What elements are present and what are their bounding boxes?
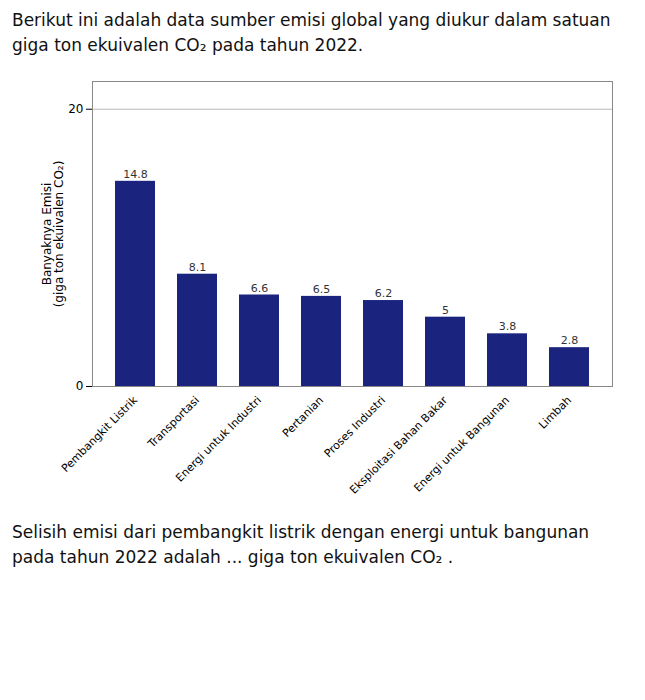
svg-text:Energi untuk Bangunan: Energi untuk Bangunan bbox=[411, 394, 512, 495]
svg-text:8.1: 8.1 bbox=[189, 261, 207, 274]
svg-text:2.8: 2.8 bbox=[561, 334, 579, 347]
html-text:Berikut ini adalah data sumber: Berikut ini adalah data sumber emisi glo… bbox=[12, 10, 611, 55]
svg-text:0: 0 bbox=[76, 380, 84, 394]
svg-text:Energi untuk Industri: Energi untuk Industri bbox=[173, 394, 264, 485]
svg-text:Pembangkit Listrik: Pembangkit Listrik bbox=[59, 394, 141, 476]
svg-text:14.8: 14.8 bbox=[123, 168, 148, 181]
svg-text:3.8: 3.8 bbox=[499, 321, 517, 334]
svg-text:5: 5 bbox=[442, 304, 449, 317]
html-text:Selisih emisi dari pembangkit: Selisih emisi dari pembangkit listrik de… bbox=[12, 522, 590, 567]
svg-text:Limbah: Limbah bbox=[536, 394, 574, 432]
svg-text:Eksploitasi Bahan Bakar: Eksploitasi Bahan Bakar bbox=[347, 394, 450, 497]
svg-text:20: 20 bbox=[68, 102, 83, 116]
svg-text:6.2: 6.2 bbox=[375, 287, 393, 300]
svg-text:Transportasi: Transportasi bbox=[145, 394, 202, 451]
svg-text:6.6: 6.6 bbox=[251, 282, 269, 295]
svg-text:Banyaknya Emisi(giga ton ekuiv: Banyaknya Emisi(giga ton ekuivalen CO₂) bbox=[40, 161, 66, 308]
svg-text:6.5: 6.5 bbox=[313, 283, 331, 296]
svg-text:Proses Industri: Proses Industri bbox=[322, 394, 388, 460]
svg-text:Pertanian: Pertanian bbox=[280, 394, 326, 440]
